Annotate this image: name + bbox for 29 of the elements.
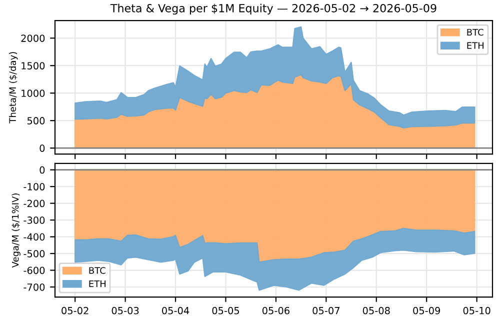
- x-tick-label: 05-08: [362, 306, 390, 314]
- y-tick-label: 0: [40, 166, 45, 174]
- y-tick-label: 1000: [22, 90, 45, 97]
- x-tick-label: 05-04: [162, 306, 190, 314]
- legend-label: BTC: [467, 28, 484, 36]
- x-tick-label: 05-03: [112, 306, 139, 314]
- y-tick-label: -400: [24, 233, 45, 241]
- y-tick-label: 1500: [22, 62, 45, 70]
- y-axis-title: Theta/M ($/day): [9, 52, 18, 124]
- x-tick-label: 05-05: [212, 306, 240, 314]
- chart-title: Theta & Vega per $1M Equity — 2026-05-02 → 2026-05-09: [110, 4, 436, 15]
- y-tick-label: -700: [24, 283, 45, 291]
- y-tick-label: 0: [40, 144, 45, 152]
- x-tick-label: 05-06: [262, 306, 290, 314]
- y-tick-label: 500: [27, 117, 45, 124]
- y-tick-label: -600: [24, 266, 45, 274]
- y-tick-label: -200: [24, 200, 45, 208]
- y-tick-label: -300: [24, 216, 45, 224]
- x-tick-label: 05-09: [413, 306, 440, 314]
- x-tick-label: 05-07: [312, 306, 340, 314]
- y-tick-label: -500: [24, 250, 45, 258]
- y-tick-label: 2000: [21, 34, 45, 42]
- x-tick-label: 05-10: [463, 306, 490, 314]
- y-axis-title: Vega/M ($/1%IV): [12, 194, 20, 268]
- y-tick-label: -100: [24, 183, 45, 190]
- legend-label: ETH: [467, 42, 484, 49]
- x-tick-label: 05-02: [62, 306, 88, 314]
- legend-label: BTC: [89, 267, 106, 274]
- legend-label: ETH: [89, 280, 106, 288]
